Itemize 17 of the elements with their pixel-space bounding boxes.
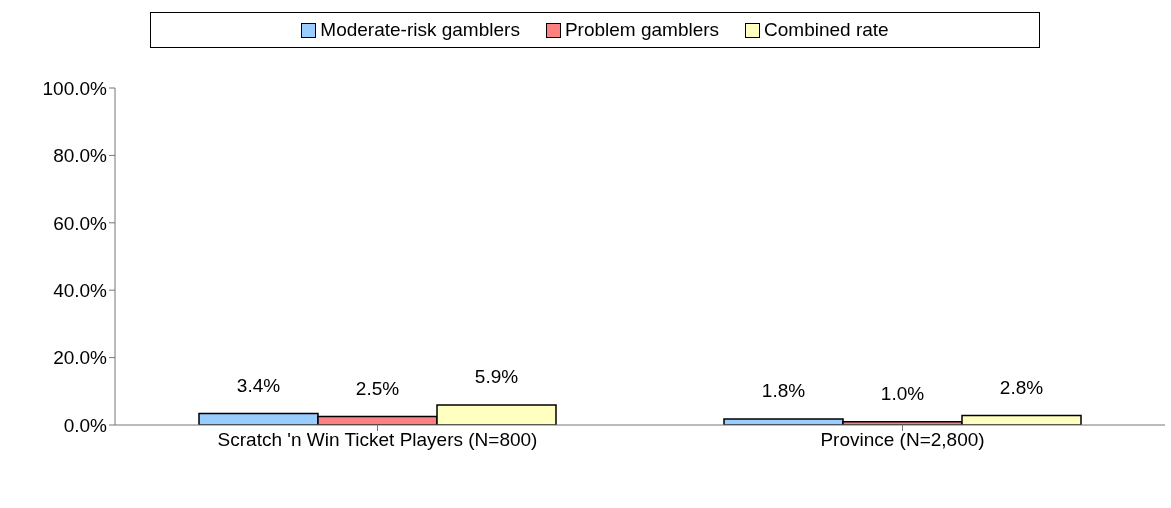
data-label: 1.0% — [880, 382, 925, 404]
legend-label: Moderate-risk gamblers — [319, 19, 520, 41]
data-label: 2.5% — [355, 377, 400, 399]
x-tick-label: Province (N=2,800) — [820, 429, 985, 451]
y-tick-label: 100.0% — [42, 77, 108, 99]
legend-label: Problem gamblers — [563, 19, 720, 41]
y-tick-label: 80.0% — [53, 145, 108, 167]
y-tick-label: 40.0% — [53, 279, 108, 301]
x-tick-label: Scratch 'n Win Ticket Players (N=800) — [217, 429, 538, 451]
y-tick-label: 20.0% — [53, 347, 108, 369]
legend-label: Combined rate — [763, 19, 889, 41]
data-label: 5.9% — [474, 366, 519, 388]
y-tick-label: 60.0% — [53, 212, 108, 234]
data-label: 1.8% — [761, 379, 806, 401]
y-tick-label: 0.0% — [63, 414, 108, 436]
data-label: 2.8% — [999, 376, 1044, 398]
data-label: 3.4% — [236, 374, 281, 396]
